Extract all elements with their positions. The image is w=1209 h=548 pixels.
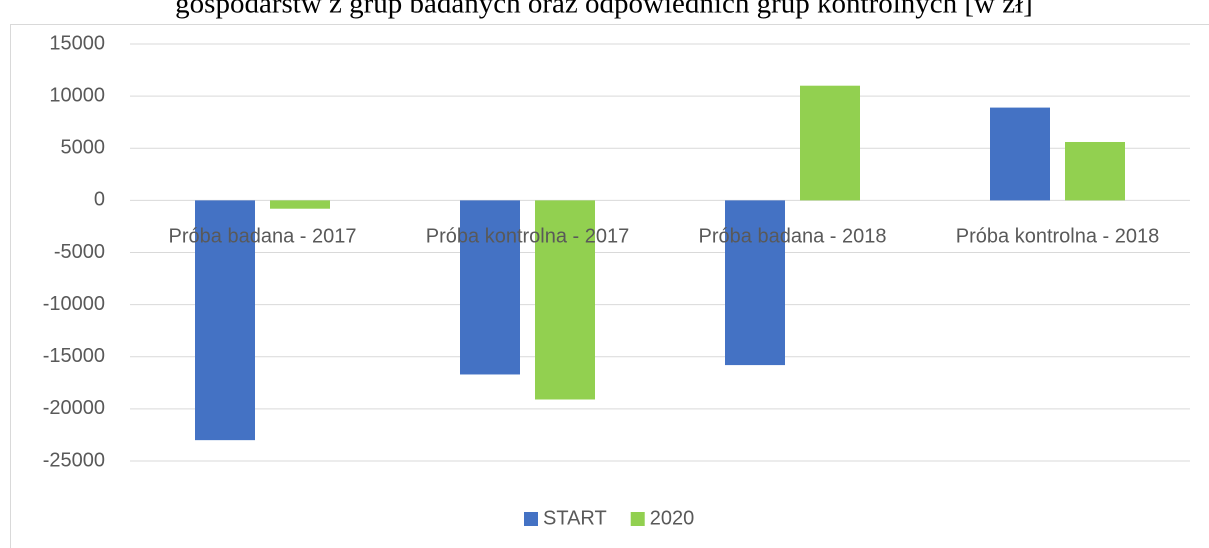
chart-frame (10, 24, 1209, 548)
y-tick-label: -20000 (43, 397, 105, 419)
y-tick-label: 15000 (49, 32, 105, 54)
y-tick-label: -25000 (43, 449, 105, 471)
x-tick-label: Próba badana - 2017 (169, 225, 357, 247)
bar (195, 200, 255, 441)
legend-swatch (524, 512, 538, 526)
y-tick-label: 5000 (61, 137, 106, 159)
y-tick-label: -15000 (43, 345, 105, 367)
x-tick-label: Próba badana - 2018 (699, 225, 887, 247)
y-tick-label: 0 (94, 189, 105, 211)
chart-title: gospodarstw z grup badanych oraz odpowie… (175, 0, 1033, 20)
x-tick-label: Próba kontrolna - 2017 (426, 225, 629, 247)
y-tick-label: -10000 (43, 293, 105, 315)
y-tick-label: -5000 (54, 241, 105, 263)
bar (535, 200, 595, 400)
bar (1065, 141, 1125, 201)
bar (725, 200, 785, 366)
bar (990, 107, 1050, 201)
legend-label: 2020 (650, 507, 695, 529)
bar (460, 200, 520, 375)
y-tick-label: 10000 (49, 84, 105, 106)
bar (800, 85, 860, 201)
legend-swatch (630, 512, 645, 526)
x-tick-label: Próba kontrolna - 2018 (956, 225, 1159, 247)
bar (270, 200, 330, 209)
legend-label: START (543, 507, 607, 529)
